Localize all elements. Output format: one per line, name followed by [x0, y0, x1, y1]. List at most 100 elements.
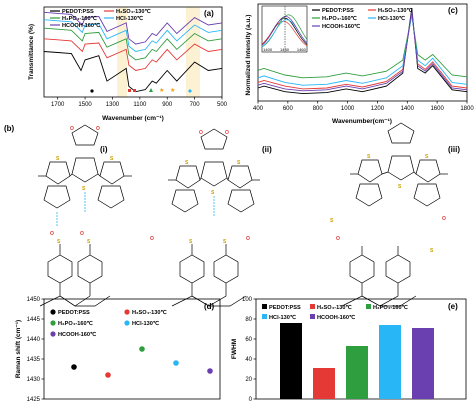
sulfur-atom: S	[189, 239, 193, 245]
x-tick-label: 900	[162, 102, 173, 108]
y-tick-label: 100	[242, 297, 253, 303]
thiophene-ring	[71, 157, 99, 183]
y-tick-label: 1450	[27, 297, 41, 303]
ylabel-c: Normalized Intensity (a.u.)	[245, 15, 252, 96]
bar	[280, 323, 302, 399]
sulfur-atom: S	[367, 154, 371, 160]
x-tick-label: 400	[253, 106, 264, 112]
scheme-label-ii: (ii)	[262, 145, 272, 154]
polymer-backbone	[361, 283, 399, 307]
sulfur-atom: S	[185, 160, 189, 166]
highlight-band	[117, 7, 127, 97]
legend-entry: H₂SO₄-130℃	[132, 309, 167, 316]
oxygen-atom: O	[336, 236, 340, 242]
oxygen-atom: O	[150, 236, 154, 242]
panel-a: 1700 1500 1300 1100 900 700 500 Wavenumber (cm…	[28, 6, 228, 122]
legend-entry: H₃PO₄-160℃	[58, 320, 94, 327]
dioxane-ring	[200, 128, 228, 150]
legend-swatch	[262, 314, 267, 319]
peak-marker	[149, 88, 153, 92]
sulfur-atom: S	[330, 218, 334, 224]
series-line	[43, 11, 223, 45]
polymer-backbone	[59, 283, 91, 307]
bar	[346, 346, 368, 399]
legend-c: PEDOT:PSS H₃PO₄-160℃ HCOOH-160℃ H₂SO₄-13…	[312, 7, 413, 30]
scheme-i: (i) S S S O O S S O O	[38, 124, 132, 307]
series-line	[43, 19, 223, 52]
benzene-ring	[385, 254, 411, 284]
legend-swatch	[310, 314, 315, 319]
dioxane-ring	[97, 185, 125, 209]
legend-entry: H₃PO₄-160℃	[62, 15, 98, 22]
bar	[313, 368, 335, 399]
bar	[379, 325, 401, 399]
bond	[97, 173, 101, 177]
series-line	[257, 12, 468, 90]
xlabel-c: Wavenumber(cm⁻¹)	[332, 118, 392, 125]
bar	[412, 328, 434, 399]
legend-entry: H₃PO₄-160℃	[373, 304, 409, 311]
data-point	[71, 364, 77, 370]
dioxane-ring	[171, 189, 199, 213]
oxygen-atom: O	[50, 231, 54, 237]
sulfur-atom: S	[211, 190, 215, 196]
panel-label-d: (d)	[204, 302, 215, 311]
bond	[226, 177, 229, 181]
y-tick-label: 1440	[27, 337, 41, 343]
plot-frame-c	[257, 3, 468, 102]
data-point	[207, 368, 213, 374]
legend-swatch	[366, 304, 371, 309]
thiophene-ring	[387, 155, 415, 181]
legend-swatch	[50, 331, 56, 337]
series-line	[43, 38, 223, 71]
highlight-band	[186, 7, 200, 97]
legend-entry: PEDOT:PSS	[322, 8, 354, 14]
y-tick-label: 80	[245, 317, 252, 323]
ylabel-e: FWHM	[231, 339, 238, 359]
oxygen-atom: O	[70, 126, 74, 132]
inset-tick-label: 1400	[263, 47, 273, 52]
series-line	[257, 10, 468, 92]
panel-label-c: (c)	[448, 6, 458, 15]
x-tick-label: 1500	[78, 102, 92, 108]
y-tick-label: 20	[245, 377, 252, 383]
panel-c: 400 600 800 1000 1200 1400 1600 1800 Wavenumber…	[245, 3, 474, 125]
thiophene-ring	[227, 165, 253, 189]
benzene-ring	[47, 254, 73, 284]
oxygen-atom: O	[80, 231, 84, 237]
scheme-iii: (iii) S S S S S O O	[330, 122, 460, 307]
dioxane-ring	[71, 124, 99, 146]
legend-swatch	[310, 304, 315, 309]
scheme-label-iii: (iii)	[448, 145, 460, 154]
legend-d: PEDOT:PSS H₂SO₄-130℃ H₃PO₄-160℃ HCl-130℃…	[50, 309, 167, 338]
thiophene-ring	[357, 159, 383, 183]
legend-entry: H₂SO₄-130℃	[317, 304, 352, 311]
panel-b: (b) (i) S S S O O S S O	[4, 122, 460, 307]
y-tick-label: 1425	[27, 397, 41, 403]
inset-tick-label: 1430	[280, 47, 290, 52]
x-tick-label: 500	[217, 102, 228, 108]
sulfur-atom: S	[237, 160, 241, 166]
legend-entry: PEDOT:PSS	[58, 310, 90, 316]
sulfur-atom: S	[87, 239, 91, 245]
bond	[199, 177, 202, 181]
legend-entry: H₂SO₄-130℃	[378, 7, 413, 14]
oxygen-atom: O	[199, 130, 203, 136]
series-line	[43, 27, 223, 61]
series-line	[257, 14, 468, 86]
xlabel-a: Wavenumber (cm⁻¹)	[102, 115, 164, 122]
data-point	[105, 372, 111, 378]
legend-entry: HCOOH-160℃	[58, 331, 97, 338]
sulfur-atom: S	[82, 186, 86, 192]
bond	[381, 171, 389, 175]
peak-marker	[90, 89, 94, 93]
legend-entry: H₂SO₄-130℃	[116, 8, 151, 15]
x-tick-label: 1800	[460, 106, 474, 112]
benzene-ring	[349, 254, 375, 284]
scheme-label-i: (i)	[100, 145, 108, 154]
plot-frame-a	[43, 6, 223, 98]
dioxane-ring	[43, 185, 71, 209]
legend-entry: HCl-130℃	[269, 314, 297, 321]
legend-entry: PEDOT:PSS	[269, 305, 301, 311]
scheme-ii: (ii) S S S O O S S O O	[150, 128, 272, 307]
